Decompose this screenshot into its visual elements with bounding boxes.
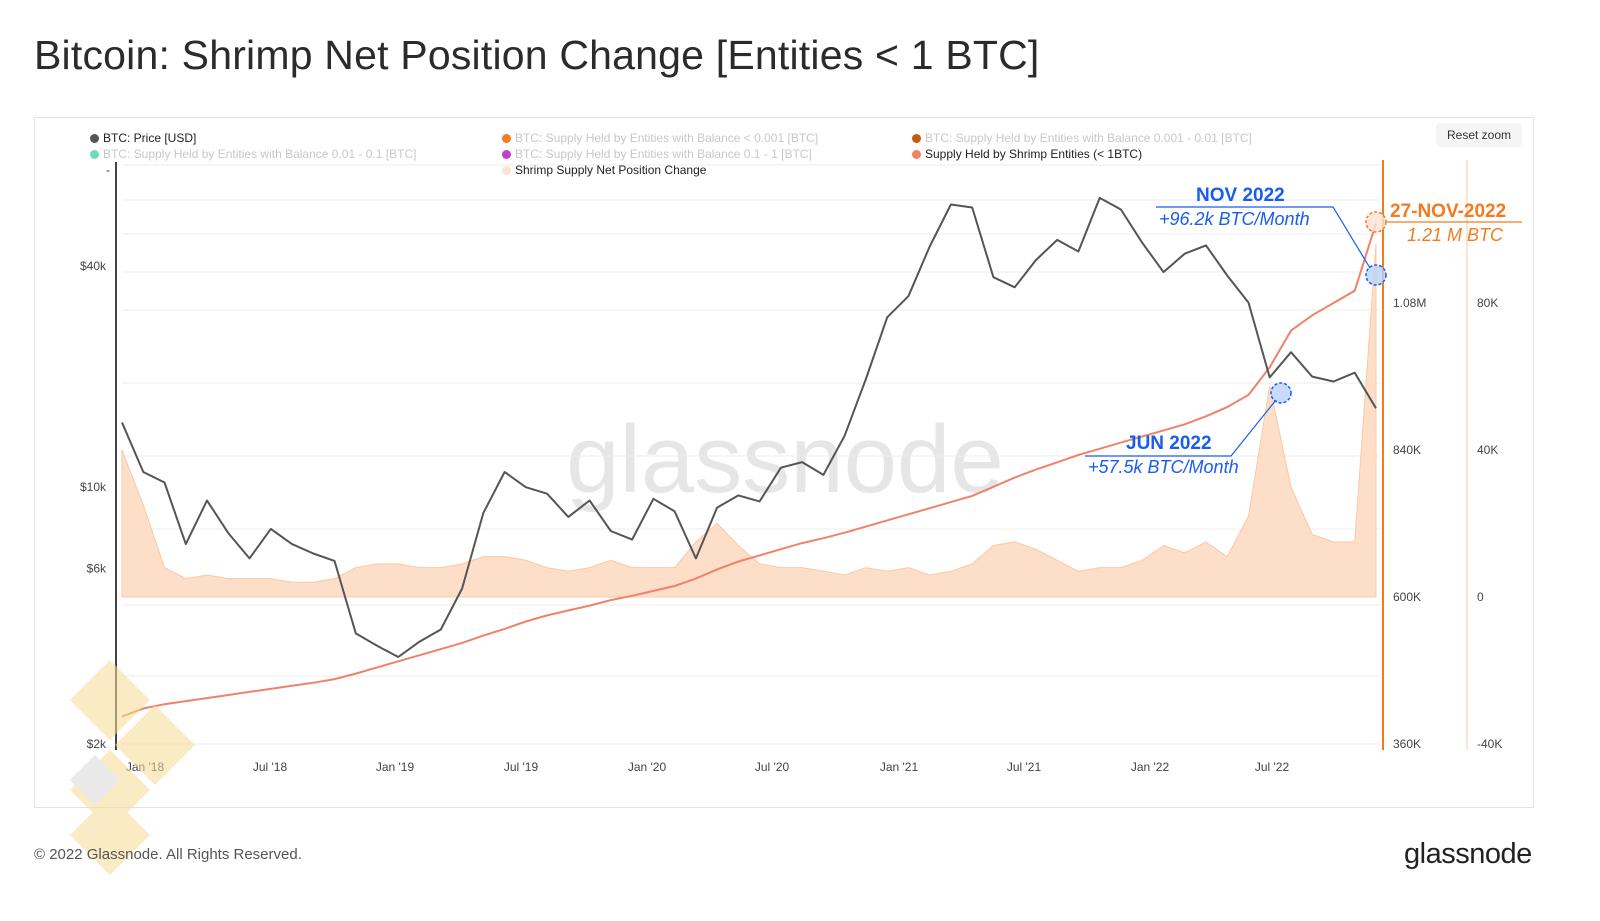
legend-label: Shrimp Supply Net Position Change — [515, 163, 707, 177]
jun-callout-line — [1085, 399, 1277, 457]
x-tick-label: Jul '22 — [1255, 760, 1290, 774]
x-tick-label: Jul '20 — [755, 760, 790, 774]
nov-marker-icon — [1365, 264, 1387, 286]
latest-annotation-title: 27-NOV-2022 — [1390, 201, 1507, 222]
x-tick-label: Jan '19 — [376, 760, 415, 774]
legend-label: Supply Held by Shrimp Entities (< 1BTC) — [925, 147, 1143, 161]
y-supply-tick-label: 840K — [1393, 443, 1421, 457]
legend-label: BTC: Supply Held by Entities with Balanc… — [515, 131, 819, 145]
legend-item[interactable]: Supply Held by Shrimp Entities (< 1BTC) — [912, 147, 1142, 161]
btc-price-line — [121, 196, 1377, 658]
legend-item[interactable]: Shrimp Supply Net Position Change — [502, 163, 706, 177]
diamond-shape — [70, 795, 150, 875]
y-change-tick-label: -40K — [1477, 737, 1502, 751]
jun-annotation-title: JUN 2022 — [1126, 433, 1212, 454]
y-left-tick-label: $2k — [87, 737, 107, 751]
legend-dot-icon — [912, 133, 921, 143]
nov-annotation-title: NOV 2022 — [1196, 185, 1285, 206]
legend-dot-icon — [502, 149, 511, 159]
legend-label: BTC: Supply Held by Entities with Balanc… — [925, 131, 1252, 145]
x-tick-label: Jan '22 — [1131, 760, 1170, 774]
jun-marker-icon — [1270, 382, 1292, 404]
reset-zoom-button[interactable]: Reset zoom — [1436, 123, 1522, 147]
legend-item[interactable]: BTC: Price [USD] — [90, 131, 196, 145]
legend-dot-icon — [90, 133, 99, 143]
y-left-tick-label: $40k — [80, 259, 107, 273]
glassnode-diamond-icon — [70, 660, 195, 875]
copyright-footer: © 2022 Glassnode. All Rights Reserved. — [34, 846, 302, 863]
y-change-tick-label: 40K — [1477, 443, 1498, 457]
chart-frame — [34, 117, 1534, 808]
y-supply-tick-label: 600K — [1393, 590, 1421, 604]
legend-label: BTC: Supply Held by Entities with Balanc… — [515, 147, 812, 161]
diamond-shape — [70, 660, 150, 740]
legend-dot-icon — [90, 149, 99, 159]
x-tick-label: Jan '20 — [628, 760, 667, 774]
glassnode-logo: glassnode — [1404, 838, 1532, 870]
x-tick-label: Jul '21 — [1007, 760, 1042, 774]
legend-item[interactable]: BTC: Supply Held by Entities with Balanc… — [502, 147, 812, 161]
x-tick-label: Jul '18 — [253, 760, 288, 774]
legend-item[interactable]: BTC: Supply Held by Entities with Balanc… — [90, 147, 416, 161]
legend-dot-icon — [912, 149, 921, 159]
nov-annotation-value: +96.2k BTC/Month — [1159, 209, 1310, 229]
legend-item[interactable]: BTC: Supply Held by Entities with Balanc… — [502, 131, 818, 145]
nov-callout-line — [1156, 206, 1371, 269]
y-supply-tick-label: 1.08M — [1393, 296, 1426, 310]
y-left-tick-label: $6k — [87, 562, 107, 576]
jun-annotation-value: +57.5k BTC/Month — [1088, 457, 1239, 477]
y-left-tick-label: $10k — [80, 480, 107, 494]
y-change-tick-label: 80K — [1477, 296, 1498, 310]
watermark-text: glassnode — [566, 406, 1004, 513]
shrimp-supply-line — [121, 223, 1377, 718]
legend-label: BTC: Price [USD] — [103, 131, 197, 145]
axis-dash: - — [106, 163, 110, 177]
x-tick-label: Jan '21 — [880, 760, 919, 774]
latest-annotation-value: 1.21 M BTC — [1407, 225, 1504, 245]
x-tick-label: Jul '19 — [504, 760, 539, 774]
legend-item[interactable]: BTC: Supply Held by Entities with Balanc… — [912, 131, 1252, 145]
y-change-tick-label: 0 — [1477, 590, 1484, 604]
diamond-shape — [115, 705, 195, 785]
y-supply-tick-label: 360K — [1393, 737, 1421, 751]
latest-marker-icon — [1365, 211, 1387, 233]
legend-label: BTC: Supply Held by Entities with Balanc… — [103, 147, 417, 161]
legend-dot-icon — [502, 165, 511, 175]
diamond-shape — [70, 755, 120, 805]
legend-dot-icon — [502, 133, 511, 143]
page-title: Bitcoin: Shrimp Net Position Change [Ent… — [34, 32, 1040, 78]
